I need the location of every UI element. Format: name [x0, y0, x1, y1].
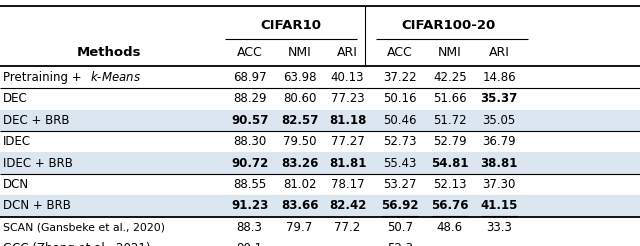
Text: 56.76: 56.76 [431, 200, 468, 212]
Text: 51.72: 51.72 [433, 114, 467, 127]
Text: ACC: ACC [387, 46, 413, 59]
FancyBboxPatch shape [0, 152, 640, 174]
Text: 54.81: 54.81 [431, 157, 468, 169]
Text: 81.02: 81.02 [283, 178, 316, 191]
Text: 40.13: 40.13 [331, 71, 364, 84]
Text: 82.42: 82.42 [329, 200, 366, 212]
Text: ARI: ARI [489, 46, 509, 59]
Text: ARI: ARI [337, 46, 358, 59]
Text: Methods: Methods [77, 46, 141, 59]
Text: NMI: NMI [287, 46, 312, 59]
Text: 80.60: 80.60 [283, 92, 316, 105]
Text: 38.81: 38.81 [481, 157, 518, 169]
Text: DCN + BRB: DCN + BRB [3, 200, 71, 212]
Text: 35.05: 35.05 [483, 114, 516, 127]
Text: ACC: ACC [237, 46, 262, 59]
Text: 52.3: 52.3 [387, 242, 413, 246]
FancyBboxPatch shape [0, 195, 640, 216]
Text: -: - [448, 242, 452, 246]
Text: 77.2: 77.2 [334, 221, 361, 234]
Text: 55.43: 55.43 [383, 157, 417, 169]
Text: 42.25: 42.25 [433, 71, 467, 84]
Text: 83.66: 83.66 [281, 200, 318, 212]
Text: 83.26: 83.26 [281, 157, 318, 169]
Text: 91.23: 91.23 [231, 200, 268, 212]
Text: 33.3: 33.3 [486, 221, 512, 234]
Text: 88.3: 88.3 [237, 221, 262, 234]
Text: 50.46: 50.46 [383, 114, 417, 127]
Text: 14.86: 14.86 [483, 71, 516, 84]
Text: -: - [346, 242, 349, 246]
Text: $k$-Means: $k$-Means [90, 71, 141, 84]
Text: 82.57: 82.57 [281, 114, 318, 127]
Text: CIFAR10: CIFAR10 [260, 19, 322, 32]
Text: 52.73: 52.73 [383, 135, 417, 148]
Text: -: - [497, 242, 501, 246]
Text: 79.50: 79.50 [283, 135, 316, 148]
Text: 52.79: 52.79 [433, 135, 467, 148]
Text: IDEC + BRB: IDEC + BRB [3, 157, 73, 169]
Text: 50.7: 50.7 [387, 221, 413, 234]
Text: Pretraining +: Pretraining + [3, 71, 86, 84]
Text: 48.6: 48.6 [437, 221, 463, 234]
Text: CIFAR100-20: CIFAR100-20 [401, 19, 495, 32]
Text: 90.72: 90.72 [231, 157, 268, 169]
Text: 35.37: 35.37 [481, 92, 518, 105]
Text: 53.27: 53.27 [383, 178, 417, 191]
Text: NMI: NMI [438, 46, 462, 59]
Text: DEC: DEC [3, 92, 28, 105]
Text: 81.18: 81.18 [329, 114, 366, 127]
Text: 50.16: 50.16 [383, 92, 417, 105]
Text: SCAN (Gansbeke et al., 2020): SCAN (Gansbeke et al., 2020) [3, 222, 165, 232]
Text: 37.22: 37.22 [383, 71, 417, 84]
Text: 68.97: 68.97 [233, 71, 266, 84]
Text: 51.66: 51.66 [433, 92, 467, 105]
Text: 81.81: 81.81 [329, 157, 366, 169]
Text: DCN: DCN [3, 178, 29, 191]
Text: 90.1: 90.1 [237, 242, 262, 246]
Text: 77.27: 77.27 [331, 135, 364, 148]
Text: 88.30: 88.30 [233, 135, 266, 148]
Text: DEC + BRB: DEC + BRB [3, 114, 70, 127]
Text: 63.98: 63.98 [283, 71, 316, 84]
Text: 88.29: 88.29 [233, 92, 266, 105]
Text: 37.30: 37.30 [483, 178, 516, 191]
Text: 79.7: 79.7 [286, 221, 313, 234]
Text: 36.79: 36.79 [483, 135, 516, 148]
Text: -: - [298, 242, 301, 246]
Text: 41.15: 41.15 [481, 200, 518, 212]
Text: 88.55: 88.55 [233, 178, 266, 191]
FancyBboxPatch shape [0, 109, 640, 131]
Text: 52.13: 52.13 [433, 178, 467, 191]
Text: 56.92: 56.92 [381, 200, 419, 212]
Text: IDEC: IDEC [3, 135, 31, 148]
Text: GCC (Zhong et al., 2021): GCC (Zhong et al., 2021) [3, 242, 150, 246]
Text: 90.57: 90.57 [231, 114, 268, 127]
Text: 77.23: 77.23 [331, 92, 364, 105]
Text: 78.17: 78.17 [331, 178, 364, 191]
